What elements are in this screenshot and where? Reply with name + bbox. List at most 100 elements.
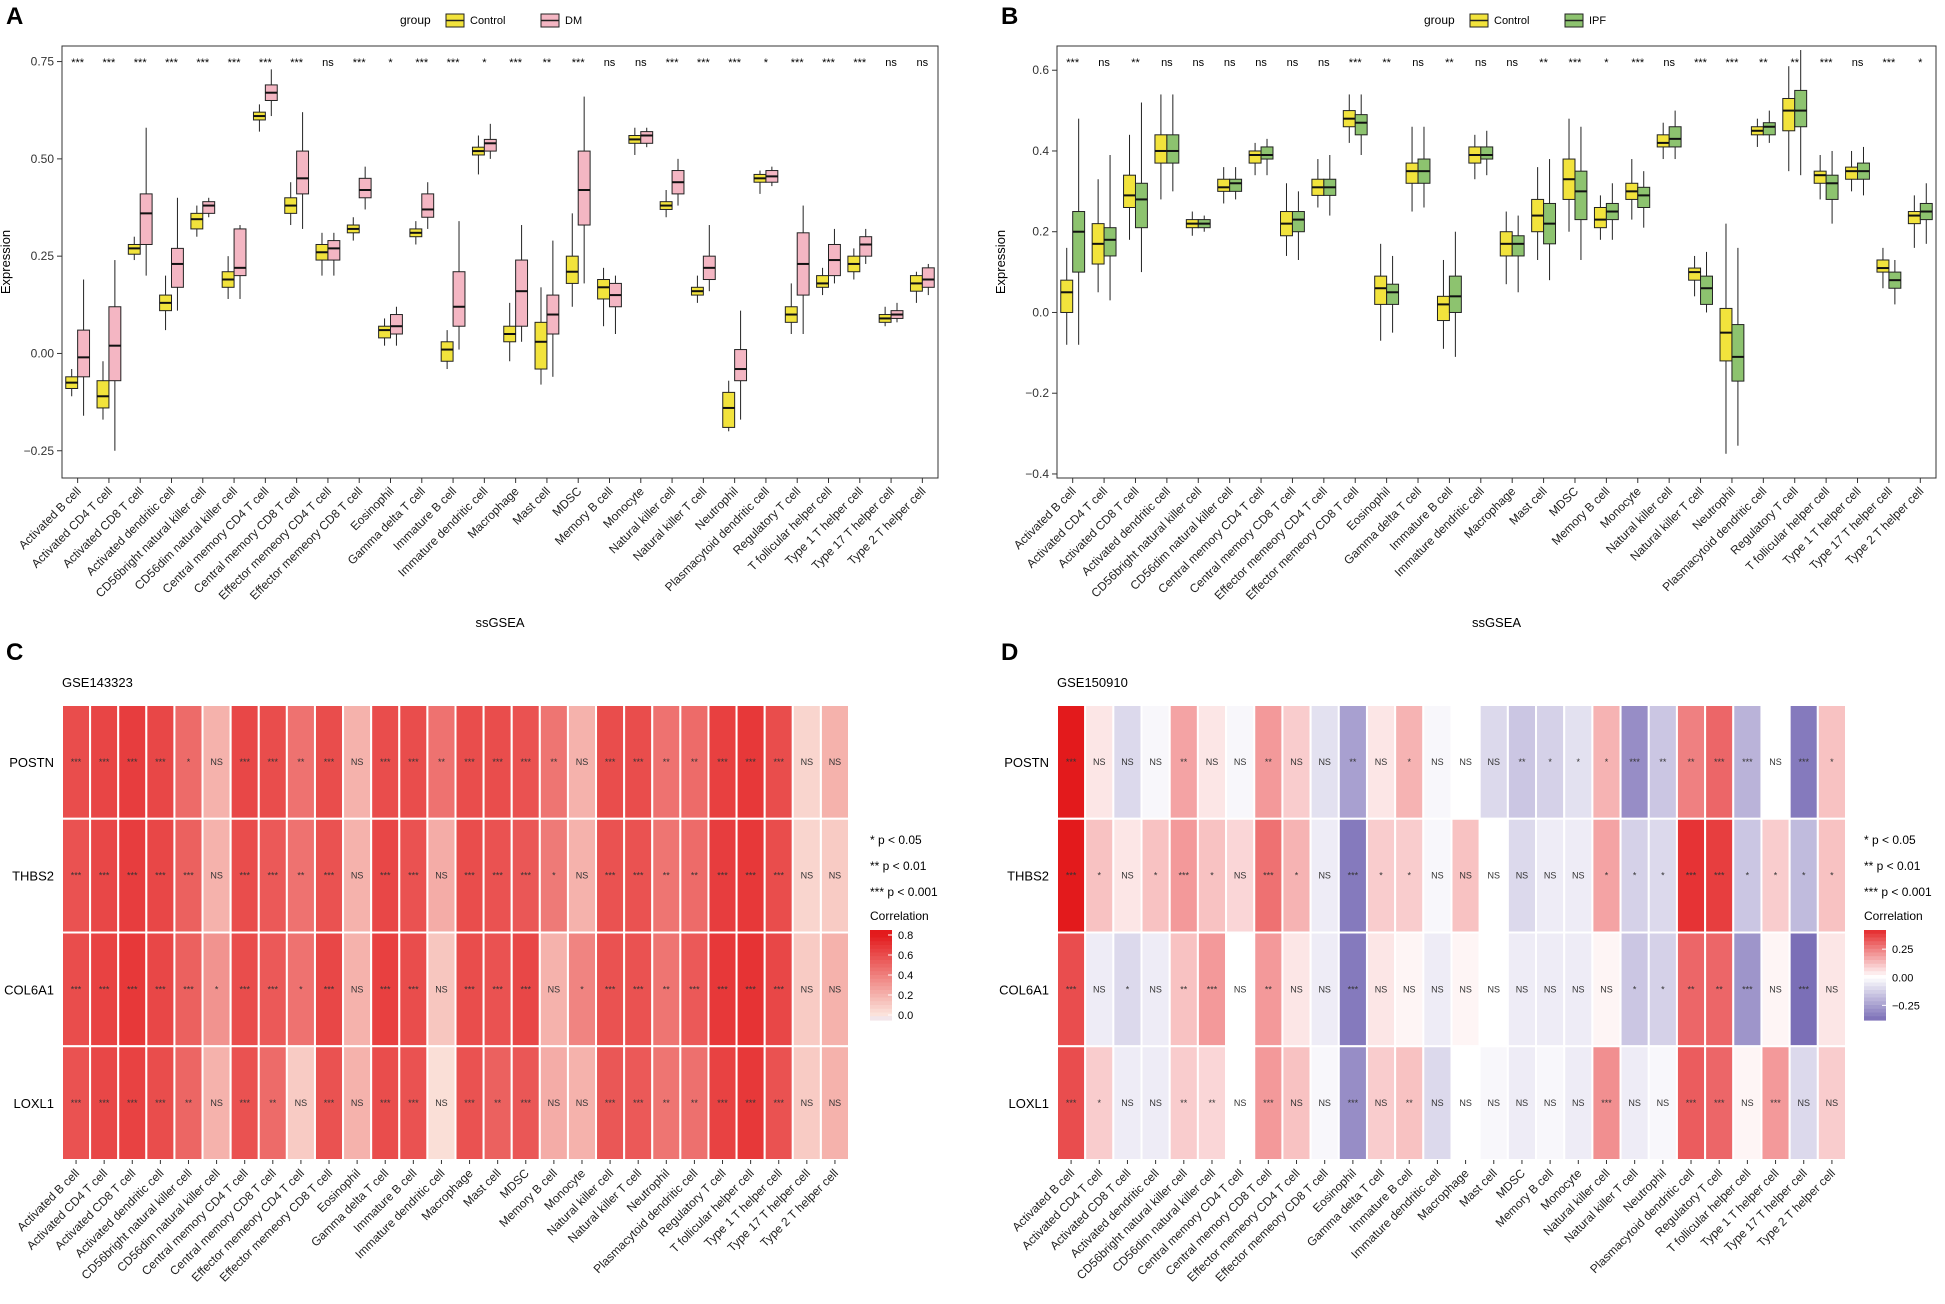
cell-significance: NS bbox=[1290, 1098, 1303, 1108]
cell-significance: ** bbox=[663, 984, 671, 994]
legend-label-control: Control bbox=[470, 15, 505, 27]
colorbar-segment bbox=[870, 978, 892, 984]
colorbar-segment bbox=[1864, 948, 1886, 954]
colorbar-segment bbox=[1864, 952, 1886, 957]
cell-significance: *** bbox=[745, 757, 756, 767]
cell-significance: *** bbox=[239, 984, 250, 994]
legend-title: group bbox=[1424, 13, 1455, 27]
box-control bbox=[190, 212, 204, 230]
heatmap-cell bbox=[1281, 817, 1312, 934]
cell-significance: NS bbox=[1741, 1098, 1754, 1108]
significance-label: *** bbox=[134, 57, 148, 69]
cell-significance: *** bbox=[1798, 757, 1809, 767]
cell-significance: NS bbox=[829, 1098, 842, 1108]
heatmap-cell bbox=[1281, 1045, 1312, 1161]
heatmap-cell bbox=[1337, 931, 1368, 1048]
heatmap-cell bbox=[1675, 1045, 1707, 1161]
cell-significance: * bbox=[1661, 984, 1665, 994]
cell-significance: NS bbox=[1797, 1098, 1810, 1108]
significance-label: *** bbox=[259, 57, 273, 69]
cell-significance: *** bbox=[1066, 871, 1077, 881]
box-control bbox=[378, 325, 391, 339]
cell-significance: NS bbox=[801, 984, 814, 994]
cell-significance: * bbox=[299, 984, 303, 994]
cell-significance: ** bbox=[663, 871, 671, 881]
heatmap-cell bbox=[229, 817, 260, 934]
colorbar-segment bbox=[870, 1012, 892, 1017]
colorbar-segment bbox=[870, 993, 892, 999]
heatmap-cell bbox=[1732, 817, 1763, 934]
colorbar-segment bbox=[1864, 990, 1886, 995]
heatmap-cell bbox=[1619, 931, 1650, 1048]
heatmap-cell bbox=[285, 817, 316, 934]
row-label: LOXL1 bbox=[14, 1096, 54, 1111]
row-label: THBS2 bbox=[1007, 869, 1049, 884]
box-ipf bbox=[1511, 235, 1525, 257]
box-dm bbox=[171, 247, 184, 288]
row-label: COL6A1 bbox=[999, 982, 1049, 997]
heatmap-cell bbox=[566, 931, 598, 1048]
cell-significance: NS bbox=[1318, 984, 1331, 994]
colorbar-segment bbox=[1864, 1001, 1886, 1006]
significance-label: ns bbox=[1475, 57, 1487, 69]
heatmap-cell bbox=[1506, 704, 1538, 820]
cell-significance: *** bbox=[99, 1098, 110, 1108]
significance-label: ns bbox=[322, 57, 334, 69]
heatmap-cell bbox=[482, 817, 513, 934]
significance-label: *** bbox=[728, 57, 742, 69]
heatmap-cell bbox=[1675, 704, 1707, 820]
significance-label: ** bbox=[1445, 57, 1454, 69]
cell-significance: *** bbox=[1348, 871, 1359, 881]
cell-significance: NS bbox=[1769, 757, 1782, 767]
cell-significance: NS bbox=[1093, 757, 1106, 767]
cell-significance: NS bbox=[1234, 871, 1247, 881]
colorbar-segment bbox=[870, 990, 892, 995]
cell-significance: ** bbox=[1716, 984, 1724, 994]
p-value-note: * p < 0.05 bbox=[1864, 833, 1916, 847]
heatmap-cell bbox=[1591, 704, 1622, 820]
cell-significance: NS bbox=[1431, 1098, 1444, 1108]
cell-significance: ** bbox=[1688, 984, 1696, 994]
colorbar-segment bbox=[1864, 1016, 1886, 1021]
colorbar-segment bbox=[1864, 982, 1886, 987]
cell-significance: *** bbox=[155, 871, 166, 881]
colorbar-segment bbox=[1864, 1012, 1886, 1017]
cell-significance: * bbox=[1774, 871, 1778, 881]
cell-significance: NS bbox=[1572, 871, 1585, 881]
cell-significance: * bbox=[1605, 871, 1609, 881]
cell-significance: * bbox=[1830, 757, 1834, 767]
cell-significance: *** bbox=[745, 984, 756, 994]
y-tick-label: 0.2 bbox=[1032, 225, 1049, 239]
significance-label: *** bbox=[1694, 57, 1708, 69]
box-ipf bbox=[1668, 126, 1682, 148]
box-control bbox=[722, 391, 736, 428]
heatmap-cell bbox=[1196, 704, 1228, 820]
heatmap-cell bbox=[173, 817, 204, 934]
colorbar-segment bbox=[870, 937, 892, 942]
box-dm bbox=[859, 236, 873, 257]
significance-label: *** bbox=[697, 57, 711, 69]
cell-significance: NS bbox=[435, 1098, 448, 1108]
significance-label: ns bbox=[1506, 57, 1518, 69]
heatmap-cell bbox=[61, 704, 92, 820]
box-control bbox=[1405, 162, 1419, 184]
heatmap-cell bbox=[1591, 817, 1622, 934]
cell-significance: *** bbox=[1601, 1098, 1612, 1108]
cell-significance: *** bbox=[239, 1098, 250, 1108]
cell-significance: * bbox=[1605, 757, 1609, 767]
cell-significance: * bbox=[1633, 871, 1637, 881]
significance-label: ns bbox=[1287, 57, 1299, 69]
cell-significance: NS bbox=[351, 1098, 364, 1108]
cell-significance: NS bbox=[1544, 871, 1557, 881]
heatmap-cell bbox=[1450, 704, 1481, 820]
cell-significance: * bbox=[1548, 757, 1552, 767]
cell-significance: NS bbox=[1206, 757, 1219, 767]
cell-significance: *** bbox=[521, 984, 532, 994]
cell-significance: NS bbox=[1121, 757, 1134, 767]
colorbar-segment bbox=[870, 967, 892, 972]
heatmap-cell bbox=[1253, 931, 1284, 1048]
box-control bbox=[534, 321, 548, 370]
cell-significance: NS bbox=[210, 757, 223, 767]
